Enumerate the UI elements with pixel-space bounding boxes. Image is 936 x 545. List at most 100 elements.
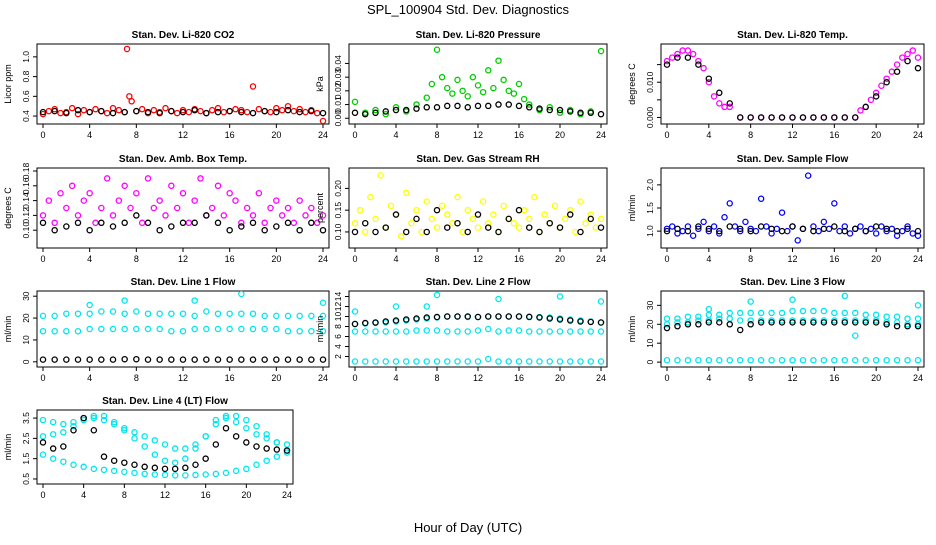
data-point (212, 470, 220, 478)
data-point (726, 103, 734, 111)
data-point (100, 453, 108, 460)
data-point (705, 305, 713, 313)
data-point (208, 106, 216, 114)
data-point (505, 313, 512, 320)
data-point (308, 356, 315, 363)
data-point (255, 189, 263, 197)
y-tick-label: 0.5 (21, 473, 31, 485)
data-point (674, 319, 681, 326)
data-point (883, 356, 890, 364)
data-point (203, 212, 210, 219)
data-point (283, 447, 291, 454)
data-point (914, 356, 922, 364)
data-point (74, 106, 82, 114)
data-point (778, 319, 786, 326)
data-point (141, 433, 148, 440)
data-point (74, 219, 82, 227)
data-point (810, 307, 817, 315)
x-tick-label: 0 (40, 130, 45, 140)
data-point (127, 204, 134, 212)
data-point (577, 358, 584, 365)
data-point (747, 225, 754, 233)
data-point (302, 108, 309, 116)
data-point (273, 446, 281, 453)
data-point (70, 427, 77, 434)
data-point (296, 226, 303, 234)
panel-rh: Stan. Dev. Gas Stream RH percent 0 4 8 12 16 20… (315, 154, 608, 264)
data-point (232, 418, 240, 426)
data-point (203, 109, 210, 117)
data-point (74, 327, 82, 335)
series-0 (351, 313, 605, 328)
x-tick-label: 16 (829, 254, 839, 264)
y-tick-label: 0.10 (333, 223, 343, 240)
panel-title: Stan. Dev. Amb. Box Temp. (119, 154, 247, 165)
data-point (449, 90, 456, 97)
data-point (372, 328, 379, 335)
data-point (150, 204, 158, 212)
data-point (597, 328, 605, 335)
data-point (109, 212, 117, 219)
data-point (361, 110, 369, 118)
data-point (74, 310, 82, 317)
data-point (115, 197, 123, 204)
data-point (109, 109, 117, 117)
data-point (156, 325, 163, 333)
data-point (495, 57, 502, 64)
data-point (90, 412, 98, 420)
data-point (592, 224, 600, 231)
x-tick-label: 16 (225, 130, 235, 140)
data-point (597, 215, 605, 223)
data-point (144, 108, 152, 116)
data-point (443, 358, 451, 365)
x-tick-label: 20 (271, 254, 281, 264)
panel-l4: Stan. Dev. Line 4 (LT) Flow ml/min 0 4 8 12 16… (3, 396, 294, 500)
data-point (742, 218, 749, 226)
data-point (778, 209, 786, 216)
data-point (423, 358, 430, 365)
data-point (39, 416, 47, 424)
data-point (372, 228, 379, 236)
x-tick-label: 12 (787, 254, 797, 264)
data-point (238, 356, 245, 363)
data-point (567, 108, 574, 115)
y-tick-label: 0.00 (333, 110, 343, 127)
data-point (474, 82, 482, 89)
data-point (757, 114, 765, 121)
data-point (372, 319, 379, 326)
data-point (454, 358, 461, 365)
x-tick-label: 24 (913, 254, 923, 264)
x-tick-label: 16 (225, 373, 235, 383)
data-point (768, 114, 775, 121)
data-point (883, 75, 890, 82)
data-point (443, 102, 451, 110)
data-point (284, 356, 292, 363)
data-point (454, 313, 461, 320)
x-tick-label: 8 (748, 254, 753, 264)
data-point (878, 223, 885, 230)
data-point (63, 356, 70, 363)
data-point (226, 356, 233, 363)
data-point (474, 211, 482, 218)
data-point (382, 318, 389, 325)
data-point (249, 310, 257, 317)
data-point (695, 225, 702, 233)
data-point (356, 206, 364, 214)
data-point (695, 321, 702, 328)
x-tick-label: 16 (514, 254, 524, 264)
data-point (308, 327, 315, 335)
data-point (736, 114, 744, 121)
data-point (705, 225, 713, 233)
data-point (484, 67, 492, 74)
data-point (904, 356, 911, 364)
data-point (226, 226, 233, 234)
data-point (191, 219, 198, 227)
data-point (319, 299, 327, 306)
data-point (464, 228, 471, 236)
data-point (841, 227, 849, 235)
data-point (296, 327, 303, 335)
data-point (820, 218, 828, 226)
data-point (852, 356, 859, 364)
data-point (536, 358, 543, 365)
panel-boxtemp: Stan. Dev. Amb. Box Temp. degrees C 0 4 8 12 1… (3, 154, 330, 264)
